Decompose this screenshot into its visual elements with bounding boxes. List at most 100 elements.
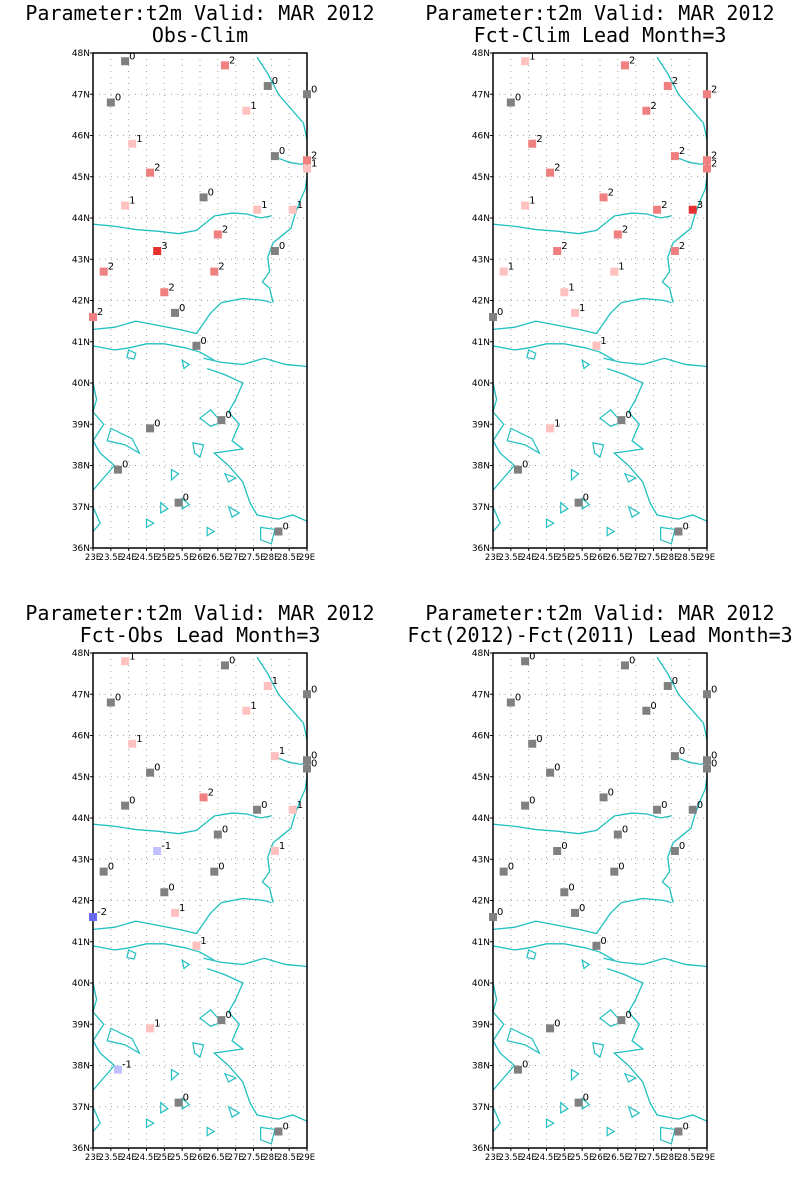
station-marker: 1	[571, 303, 585, 317]
station-square	[663, 682, 672, 690]
station-marker: 0	[303, 684, 317, 699]
station-square	[213, 830, 222, 839]
station-value-label: 0	[579, 903, 585, 914]
lat-tick-label: 46N	[472, 732, 490, 742]
lat-tick-label: 42N	[472, 897, 490, 907]
station-value-label: 0	[711, 684, 717, 695]
station-marker: 2	[99, 262, 114, 276]
station-square	[220, 61, 229, 70]
lat-tick-label: 39N	[72, 420, 90, 430]
lat-tick-label: 38N	[472, 462, 490, 472]
lat-tick-label: 43N	[72, 255, 90, 265]
station-square	[121, 801, 130, 810]
station-value-label: 1	[136, 734, 142, 745]
lat-tick-label: 38N	[72, 462, 90, 472]
station-square	[253, 805, 262, 814]
station-value-label: 0	[536, 734, 542, 745]
station-value-label: 0	[554, 1018, 560, 1029]
station-marker: 2	[670, 146, 685, 161]
station-marker: 1	[270, 841, 285, 855]
lon-tick-label: 28E	[663, 553, 679, 563]
station-value-label: 0	[522, 1060, 528, 1071]
station-value-label: 1	[568, 282, 574, 293]
station-marker: 0	[688, 800, 703, 814]
station-square	[210, 867, 219, 876]
station-value-label: 1	[311, 159, 317, 170]
lon-tick-label: 29E	[299, 553, 315, 563]
station-value-label: 0	[154, 418, 160, 429]
station-marker: 1	[253, 200, 267, 214]
station-square	[192, 341, 201, 350]
station-marker: -1	[113, 1060, 132, 1074]
lat-tick-label: 48N	[472, 649, 490, 659]
lon-tick-label: 24.5E	[134, 1153, 158, 1163]
station-value-label: 3	[697, 200, 703, 211]
lat-tick-label: 42N	[72, 897, 90, 907]
station-square	[592, 941, 601, 950]
lat-tick-label: 48N	[472, 49, 490, 59]
lon-tick-label: 28.5E	[677, 553, 701, 563]
station-value-label: 0	[554, 763, 560, 774]
station-marker: 0	[617, 1010, 632, 1025]
station-value-label: 2	[672, 76, 678, 87]
station-marker: 0	[106, 693, 121, 707]
lat-tick-label: 38N	[472, 1062, 490, 1072]
station-value-label: 2	[222, 225, 228, 236]
station-square	[546, 1024, 555, 1033]
station-square	[146, 768, 155, 777]
station-value-label: 1	[600, 336, 606, 347]
station-marker: 0	[617, 410, 632, 425]
lon-tick-label: 26E	[192, 553, 208, 563]
station-marker: 2	[613, 225, 628, 239]
station-square	[288, 805, 297, 814]
station-value-label: 2	[168, 282, 174, 293]
station-marker: 1	[171, 903, 185, 917]
station-square	[513, 465, 522, 474]
station-square	[613, 230, 622, 239]
station-marker: 2	[653, 200, 667, 214]
station-square	[521, 801, 530, 810]
lon-tick-label: 25E	[156, 553, 172, 563]
station-marker: 0	[553, 841, 568, 855]
lon-tick-label: 23E	[485, 553, 501, 563]
grid-lines	[93, 53, 307, 548]
station-value-label: 1	[129, 196, 135, 207]
station-marker: 0	[192, 336, 207, 350]
lon-tick-label: 26E	[592, 553, 608, 563]
station-value-label: 2	[108, 262, 114, 273]
lon-tick-label: 26.5E	[606, 553, 630, 563]
panel-subtitle: Fct-Clim Lead Month=3	[473, 23, 727, 47]
station-marker: 0	[303, 84, 317, 99]
station-marker: 1	[303, 159, 317, 173]
station-marker: 0	[521, 651, 535, 666]
lat-tick-label: 47N	[72, 90, 90, 100]
station-value-label: 2	[622, 225, 628, 236]
station-square	[89, 913, 97, 921]
station-marker: 0	[171, 303, 185, 317]
station-square	[146, 1024, 155, 1033]
station-value-label: 0	[183, 493, 189, 504]
station-square	[217, 1016, 226, 1025]
station-marker: 0	[592, 936, 607, 950]
lon-tick-label: 28E	[263, 1153, 279, 1163]
lon-tick-label: 23E	[85, 1153, 101, 1163]
station-marker: 1	[242, 101, 257, 115]
station-value-label: 1	[529, 51, 535, 62]
station-marker: 0	[528, 734, 543, 748]
station-square	[171, 308, 180, 317]
lat-tick-label: 44N	[472, 814, 490, 824]
station-value-label: 2	[650, 101, 656, 112]
lat-tick-label: 37N	[472, 1103, 490, 1113]
station-value-label: 2	[679, 146, 685, 157]
station-square	[674, 527, 683, 536]
panel-subtitle: Fct(2012)-Fct(2011) Lead Month=3	[407, 623, 793, 647]
lon-tick-label: 25.5E	[170, 1153, 194, 1163]
station-square	[688, 205, 697, 214]
station-square	[263, 82, 272, 90]
station-square	[303, 756, 311, 765]
station-marker: 0	[174, 493, 189, 507]
station-marker: 0	[670, 746, 685, 761]
station-value-label: 1	[618, 262, 624, 273]
lat-tick-label: 39N	[72, 1020, 90, 1030]
station-marker: 1	[270, 746, 285, 761]
